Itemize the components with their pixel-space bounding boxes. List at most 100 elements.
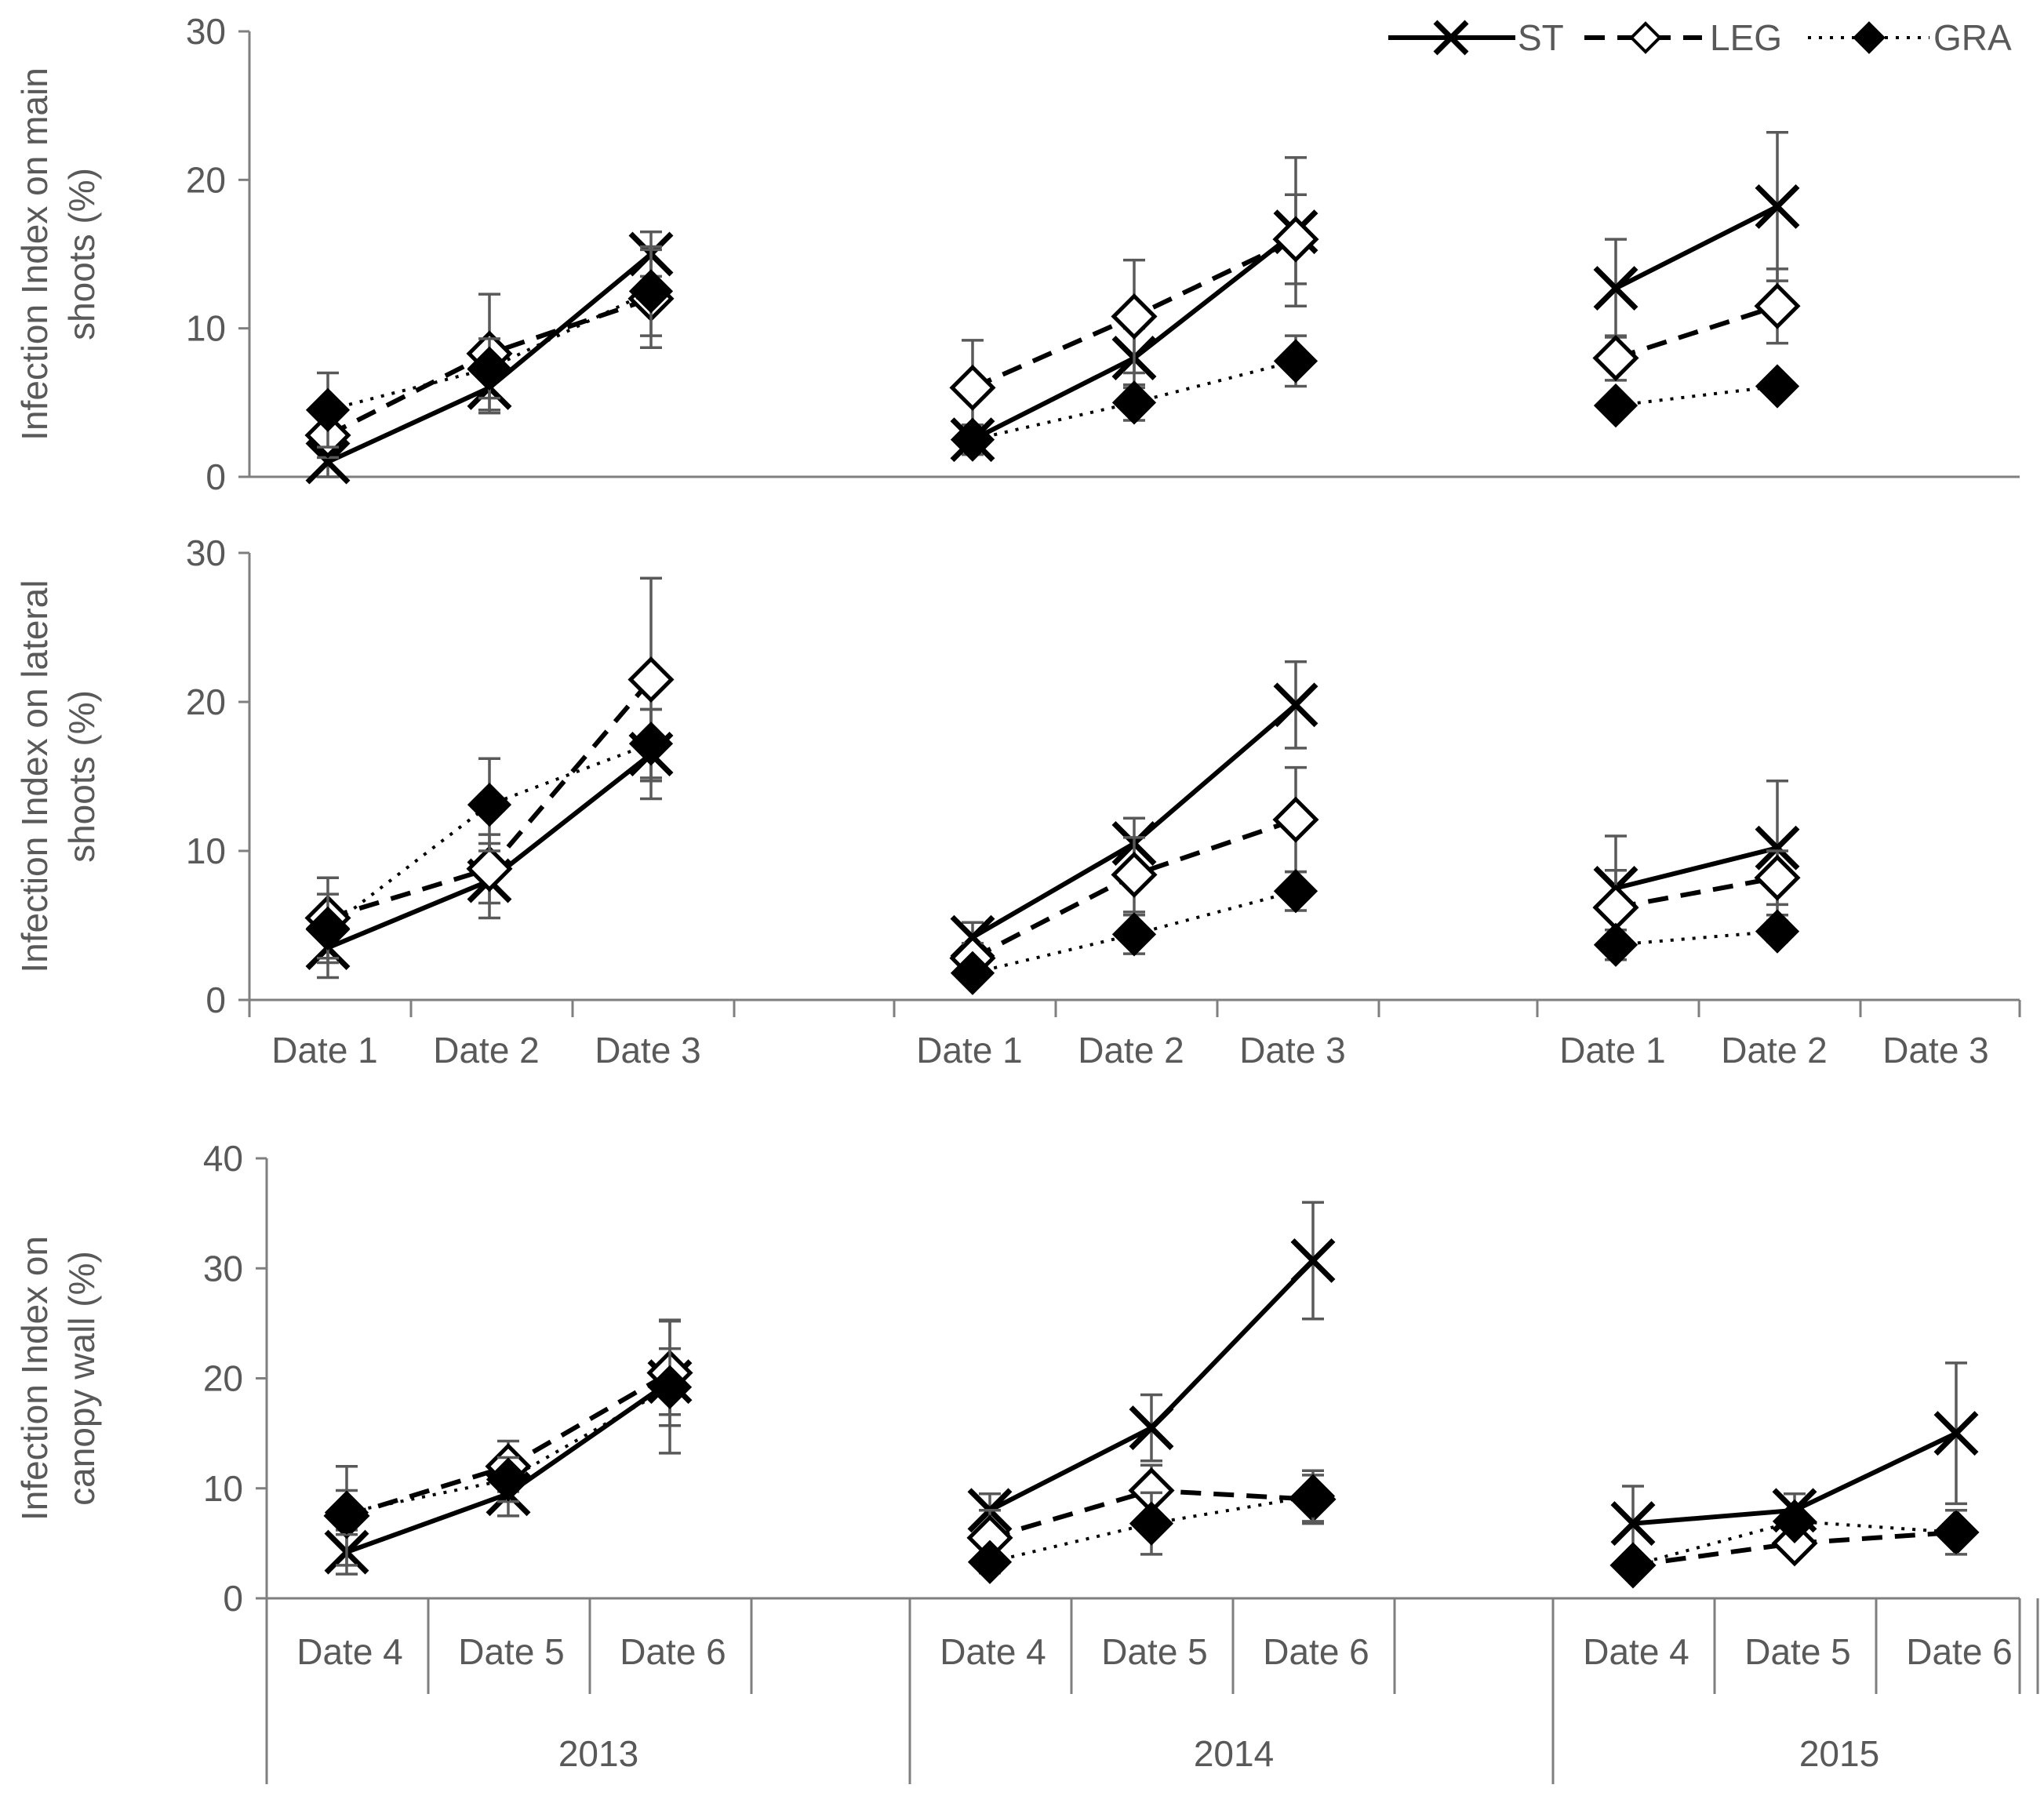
data-point-LEG	[1754, 282, 1801, 329]
data-point-LEG	[1111, 851, 1158, 898]
data-point-GRA	[305, 387, 351, 432]
y-tick-label: 0	[205, 456, 226, 497]
series-line-LEG	[1615, 875, 1778, 911]
data-point-GRA	[467, 346, 512, 391]
legend-item-LEG: LEG	[1584, 17, 1782, 58]
data-point-GRA	[1772, 1499, 1817, 1543]
x-category-label: Date 6	[1263, 1631, 1369, 1672]
data-point-LEG	[1754, 854, 1801, 901]
x-category-label: Date 6	[1906, 1631, 2013, 1672]
series-GRA	[324, 1319, 1979, 1588]
data-point-GRA	[486, 1457, 531, 1502]
y-tick-label: 20	[203, 1358, 243, 1399]
data-point-GRA	[1111, 912, 1157, 957]
year-label: 2014	[1194, 1733, 1274, 1774]
y-tick-label: 30	[186, 11, 226, 52]
x-category-label: Date 5	[458, 1631, 565, 1672]
x-category-label: Date 2	[1078, 1030, 1184, 1071]
data-point-ST-stroke-b	[1610, 1501, 1656, 1547]
x-category-label: Date 6	[620, 1631, 726, 1672]
legend-label: ST	[1518, 17, 1564, 58]
data-point-ST-stroke-b	[305, 439, 351, 485]
data-point-ST-stroke-b	[1273, 682, 1318, 728]
data-point-LEG	[627, 656, 675, 703]
data-point-ST	[1755, 184, 1800, 229]
series-line-GRA	[1615, 384, 1778, 408]
data-point-LEG	[1592, 884, 1639, 931]
data-point-ST-stroke-b	[1129, 1405, 1174, 1451]
y-tick-label: 10	[203, 1468, 243, 1509]
y-tick-label: 20	[186, 159, 226, 200]
series-GRA	[305, 245, 1800, 462]
y-tick-label: 40	[203, 1138, 243, 1179]
data-point-ST-stroke-b	[1290, 1238, 1336, 1283]
data-point-ST	[1129, 1405, 1174, 1451]
data-point-GRA	[1290, 1474, 1336, 1518]
series-line-LEG	[1632, 1529, 1957, 1568]
panel-main-shoots: 0 10 20 30 Infection Index on main shoots (%)	[14, 11, 2020, 497]
data-point-LEG	[1592, 334, 1639, 382]
x-category-label: Date 3	[1882, 1030, 1989, 1071]
x-category-label: Date 1	[1559, 1030, 1666, 1071]
data-point-GRA	[628, 722, 674, 766]
y-axis-title: Infection Index on canopy wall (%)	[14, 1236, 102, 1521]
series-line-LEG	[1615, 304, 1778, 361]
data-point-ST	[1290, 1238, 1336, 1283]
data-point-ST	[1933, 1411, 1979, 1456]
y-tick-label: 0	[223, 1578, 243, 1619]
x-category-label: Date 2	[433, 1030, 540, 1071]
series-GRA	[305, 707, 1800, 995]
data-point-GRA	[950, 951, 995, 995]
panel-lateral-shoots: 0 10 20 30 Infection Index on lateral shoots …	[14, 533, 2021, 1071]
data-point-ST-stroke-b	[1593, 266, 1638, 311]
legend-item-GRA: GRA	[1808, 17, 2012, 58]
series-LEG	[304, 193, 1801, 460]
data-point-GRA	[1593, 922, 1638, 967]
data-point-LEG	[1111, 293, 1158, 340]
legend-marker-diamond	[1853, 21, 1886, 54]
x-category-label: Date 5	[1744, 1631, 1851, 1672]
year-label: 2013	[558, 1733, 638, 1774]
data-point-ST-stroke-b	[1755, 184, 1800, 229]
data-point-ST	[305, 439, 351, 485]
data-point-GRA	[1755, 364, 1800, 409]
legend-label: GRA	[1933, 17, 2012, 58]
series-line-GRA	[1615, 929, 1778, 947]
x-category-label: Date 4	[1583, 1631, 1689, 1672]
legend-marker-diamond	[1629, 21, 1662, 54]
data-point-LEG	[466, 845, 513, 892]
x-category-label: Date 4	[940, 1631, 1046, 1672]
data-point-LEG	[949, 364, 996, 411]
y-tick-label: 10	[186, 308, 226, 349]
data-point-LEG	[1272, 796, 1319, 843]
x-category-label: Date 1	[916, 1030, 1023, 1071]
x-category-label: Date 4	[296, 1631, 403, 1672]
data-point-ST-stroke-b	[1755, 825, 1800, 871]
data-point-ST	[1755, 825, 1800, 871]
y-tick-label: 0	[205, 980, 226, 1020]
x-category-label: Date 3	[595, 1030, 701, 1071]
series-line-ST	[1615, 845, 1778, 891]
series-ST	[305, 130, 1800, 485]
legend-marker-x	[1433, 20, 1469, 56]
series-line-GRA	[326, 742, 652, 930]
y-axis-title-line: Infection Index on	[14, 1236, 55, 1521]
y-axis-title-line: canopy wall (%)	[61, 1251, 102, 1506]
x-category-label: Date 3	[1239, 1030, 1346, 1071]
y-axis-title-line: Infection Index on main	[14, 67, 55, 441]
y-axis-title-line: shoots (%)	[61, 690, 102, 863]
data-point-GRA	[950, 417, 995, 462]
data-point-GRA	[1273, 339, 1318, 384]
y-tick-label: 30	[203, 1248, 243, 1289]
legend-item-ST: ST	[1388, 17, 1564, 58]
data-point-ST	[1610, 1501, 1656, 1547]
legend: ST LEG GRA	[1388, 17, 2012, 58]
data-point-GRA	[305, 906, 351, 951]
data-point-GRA	[647, 1365, 693, 1409]
data-point-ST-stroke-b	[1933, 1411, 1979, 1456]
year-label: 2015	[1799, 1733, 1879, 1774]
y-tick-label: 30	[186, 533, 226, 573]
series-LEG	[304, 576, 1801, 982]
data-point-GRA	[628, 269, 674, 314]
